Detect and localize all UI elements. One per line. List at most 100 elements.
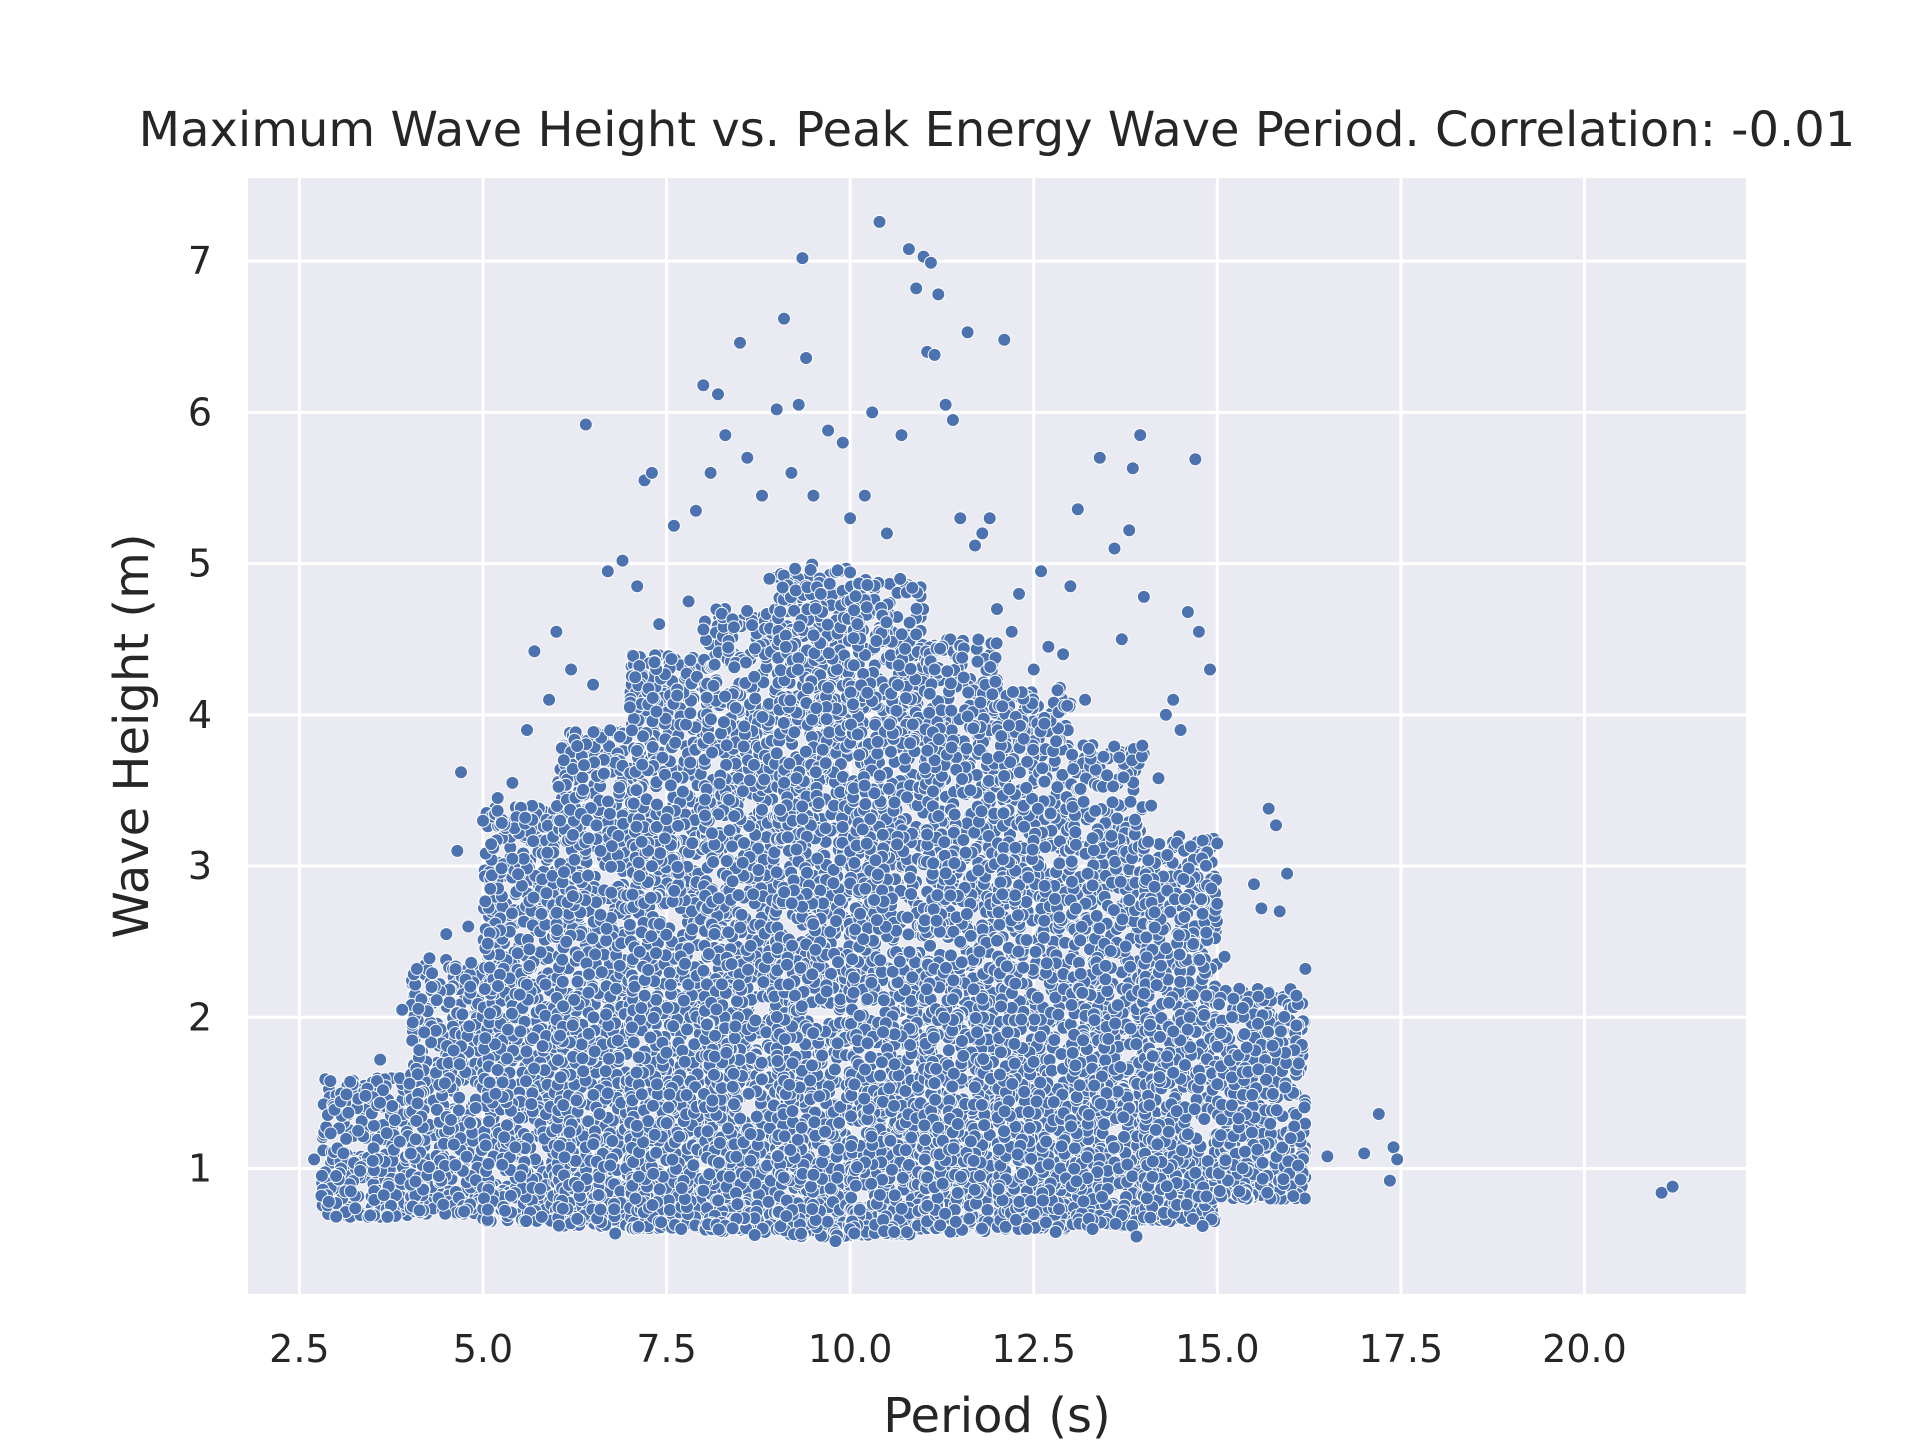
scatter-point [659, 1045, 674, 1060]
scatter-point [494, 861, 509, 876]
scatter-point [630, 743, 644, 758]
scatter-point [741, 962, 756, 977]
scatter-point [410, 1096, 425, 1111]
scatter-point [727, 1097, 741, 1112]
scatter-point [665, 1152, 680, 1167]
scatter-point [706, 678, 721, 693]
scatter-point [505, 851, 520, 866]
scatter-point [661, 1100, 676, 1115]
scatter-point [680, 1022, 695, 1037]
scatter-point [514, 878, 529, 893]
scatter-point [746, 887, 761, 902]
scatter-point [652, 1182, 667, 1197]
scatter-point [482, 1075, 497, 1090]
scatter-point [481, 1156, 496, 1171]
scatter-point [549, 905, 564, 920]
scatter-point [513, 1169, 528, 1184]
scatter-point [662, 1203, 677, 1217]
scatter-point [551, 779, 566, 794]
scatter-point [652, 917, 667, 931]
scatter-point [644, 929, 659, 944]
scatter-point [480, 936, 495, 951]
scatter-point [734, 907, 749, 922]
scatter-point [314, 1168, 329, 1183]
scatter-point [612, 958, 627, 973]
scatter-point [587, 1044, 602, 1059]
scatter-point [392, 1134, 407, 1149]
scatter-point [464, 955, 479, 970]
scatter-point [522, 942, 537, 957]
scatter-point [748, 691, 763, 706]
scatter-point [747, 669, 762, 684]
scatter-point [524, 1097, 539, 1111]
scatter-point [405, 1015, 420, 1030]
scatter-point [540, 845, 555, 860]
scatter-point [634, 1001, 649, 1015]
scatter-point [632, 869, 647, 883]
scatter-point [518, 810, 533, 825]
scatter-point [594, 965, 609, 980]
scatter-point [773, 663, 788, 678]
scatter-point [737, 836, 751, 850]
scatter-point [711, 1222, 726, 1237]
scatter-point [662, 965, 677, 980]
scatter-point [711, 891, 726, 906]
scatter-point [562, 1125, 577, 1140]
scatter-point [429, 993, 444, 1008]
scatter-point [649, 946, 663, 961]
scatter-point [526, 890, 541, 905]
scatter-point [728, 700, 743, 715]
scatter-point [559, 934, 574, 949]
scatter-point [343, 1074, 358, 1089]
scatter-point [725, 839, 740, 854]
scatter-point [725, 1079, 740, 1094]
scatter-point [698, 792, 712, 807]
scatter-point [653, 846, 668, 861]
scatter-point [491, 979, 505, 993]
scatter-point [634, 834, 649, 849]
scatter-point [478, 894, 493, 909]
scatter-point [624, 723, 639, 738]
scatter-point [629, 819, 644, 834]
scatter-point [625, 887, 640, 902]
scatter-point [408, 1132, 423, 1147]
scatter-point [738, 655, 753, 670]
scatter-point [696, 1183, 711, 1198]
scatter-point [610, 1033, 625, 1048]
scatter-point [705, 1093, 720, 1108]
scatter-point [733, 920, 748, 935]
scatter-point [629, 1065, 644, 1080]
scatter-point [570, 974, 585, 989]
scatter-point [553, 1028, 568, 1043]
scatter-point [742, 773, 757, 788]
scatter-point [593, 907, 608, 922]
scatter-point [353, 1163, 368, 1178]
scatter-point [711, 1155, 726, 1170]
scatter-point [745, 618, 760, 633]
scatter-point [733, 1111, 748, 1126]
scatter-point [448, 1158, 463, 1173]
scatter-point [664, 652, 679, 666]
scatter-point [425, 966, 440, 981]
scatter-point [500, 1118, 514, 1133]
scatter-point [731, 978, 746, 993]
scatter-point [722, 792, 736, 807]
scatter-point [728, 1019, 743, 1034]
scatter-point [604, 859, 619, 874]
scatter-point [654, 1215, 669, 1230]
scatter-point [622, 917, 637, 932]
scatter-point [646, 1098, 660, 1113]
scatter-point [462, 1019, 477, 1034]
scatter-point [743, 1153, 758, 1168]
scatter-point [551, 1218, 566, 1233]
scatter-point [363, 1208, 378, 1223]
scatter-point [696, 963, 711, 978]
scatter-point [727, 809, 742, 824]
scatter-point [555, 1201, 570, 1216]
scatter-point [650, 797, 664, 812]
scatter-point [727, 660, 742, 675]
scatter-point [581, 985, 596, 1000]
scatter-point [700, 1124, 715, 1139]
scatter-point [422, 951, 437, 966]
scatter-point [576, 782, 591, 797]
